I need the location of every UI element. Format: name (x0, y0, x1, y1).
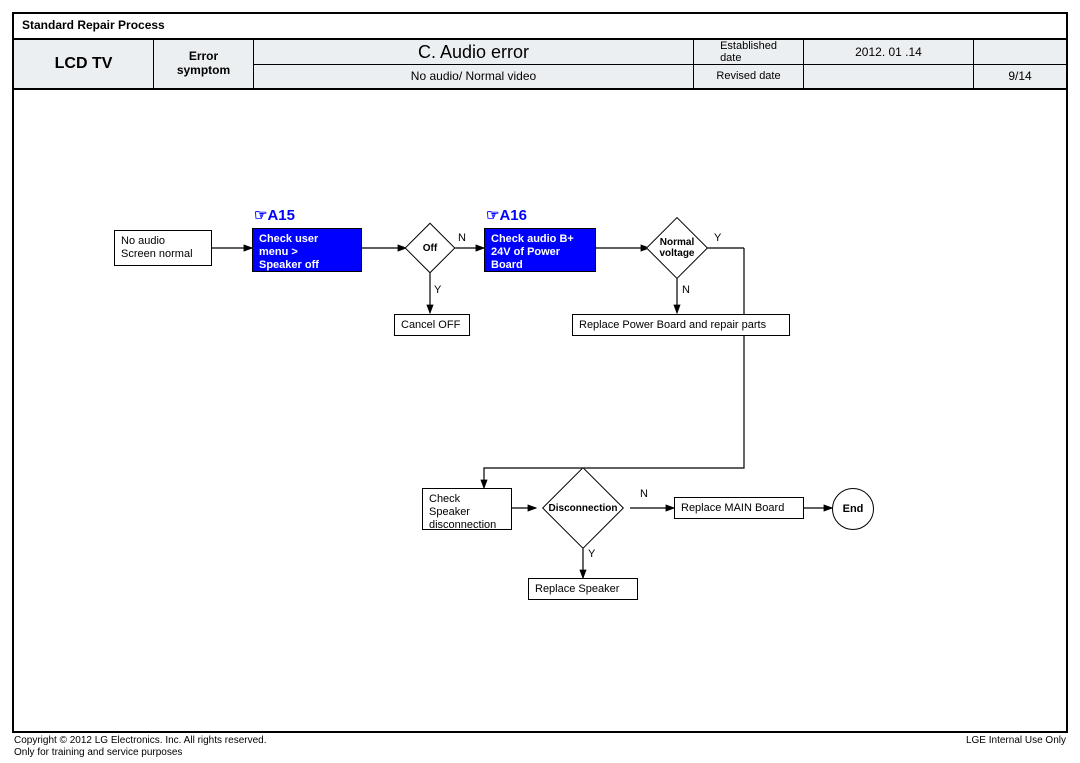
est-value: 2012. 01 .14 (804, 40, 973, 65)
decision-voltage-y: Y (714, 232, 721, 244)
page: Standard Repair Process LCD TV Error sym… (0, 0, 1080, 763)
est-label: Established date (694, 40, 803, 65)
ref-a16: ☞A16 (486, 206, 527, 224)
decision-normal-voltage-label: Normal voltage (646, 228, 708, 268)
decision-voltage-n: N (682, 284, 690, 296)
process-check-audio-b: Check audio B+ 24V of Power Board (484, 228, 596, 272)
frame: Standard Repair Process LCD TV Error sym… (12, 12, 1068, 733)
footer-right: LGE Internal Use Only (966, 735, 1066, 746)
rev-value (804, 64, 973, 88)
process-check-user-menu: Check user menu > Speaker off (252, 228, 362, 272)
decision-disconnection-label: Disconnection (536, 493, 630, 523)
decision-off-n: N (458, 232, 466, 244)
result-replace-power-board: Replace Power Board and repair parts (572, 314, 790, 336)
result-replace-speaker: Replace Speaker (528, 578, 638, 600)
start-box: No audio Screen normal (114, 230, 212, 266)
symptom-value: No audio/ Normal video (254, 64, 693, 88)
footer-left: Copyright © 2012 LG Electronics. Inc. Al… (14, 735, 266, 759)
product-label: LCD TV (14, 40, 153, 88)
result-replace-main: Replace MAIN Board (674, 497, 804, 519)
hdr-empty (974, 40, 1066, 65)
connectors (14, 88, 1066, 731)
symptom-label: Error symptom (154, 40, 253, 88)
decision-disc-n: N (640, 488, 648, 500)
error-title: C. Audio error (254, 40, 693, 65)
header-table: LCD TV Error symptom C. Audio error No a… (14, 38, 1066, 90)
decision-disc-y: Y (588, 548, 595, 560)
ref-a15: ☞A15 (254, 206, 295, 224)
footer: Copyright © 2012 LG Electronics. Inc. Al… (12, 735, 1068, 759)
decision-off-label: Off (406, 230, 454, 266)
decision-off-y: Y (434, 284, 441, 296)
flowchart: ☞A15 ☞A16 No audio Screen normal Check u… (14, 88, 1066, 731)
page-number: 9/14 (974, 64, 1066, 88)
doc-title: Standard Repair Process (22, 18, 165, 32)
process-check-speaker: Check Speaker disconnection (422, 488, 512, 530)
result-cancel-off: Cancel OFF (394, 314, 470, 336)
end-node: End (832, 488, 874, 530)
rev-label: Revised date (694, 64, 803, 88)
